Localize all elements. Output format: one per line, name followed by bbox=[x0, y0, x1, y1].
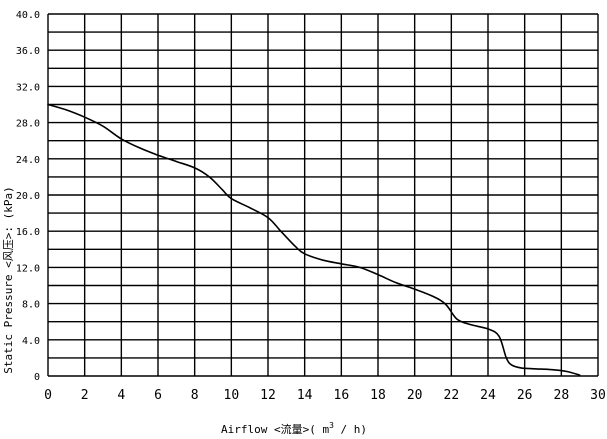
x-tick-label: 24 bbox=[480, 388, 496, 403]
y-tick-label: 40.0 bbox=[16, 10, 40, 21]
y-tick-label: 36.0 bbox=[16, 46, 40, 57]
x-tick-label: 10 bbox=[224, 388, 240, 403]
y-tick-label: 20.0 bbox=[16, 191, 40, 202]
y-tick-label: 32.0 bbox=[16, 82, 40, 93]
x-tick-label: 20 bbox=[407, 388, 423, 403]
x-tick-label: 2 bbox=[81, 388, 89, 403]
y-tick-labels: 0 4.0 8.0 12.0 16.0 20.0 24.0 28.0 32.0 36.0 40.0 bbox=[16, 10, 40, 383]
pressure-curve bbox=[47, 103, 581, 376]
y-tick-label: 8.0 bbox=[22, 300, 40, 311]
x-tick-label: 16 bbox=[334, 388, 350, 403]
y-tick-label: 28.0 bbox=[16, 119, 40, 130]
y-tick-label: 4.0 bbox=[22, 336, 40, 347]
x-tick-label: 8 bbox=[191, 388, 199, 403]
x-tick-label: 12 bbox=[260, 388, 276, 403]
x-axis-title: Airflow <流量>( m3 / h) bbox=[221, 421, 367, 436]
x-tick-label: 0 bbox=[44, 388, 52, 403]
x-tick-labels: 0 2 4 6 8 10 12 14 16 18 20 22 24 26 28 30 bbox=[44, 388, 606, 403]
y-axis-title: Static Pressure <风压>: (kPa) bbox=[2, 186, 15, 374]
x-tick-label: 4 bbox=[117, 388, 125, 403]
x-tick-label: 18 bbox=[370, 388, 386, 403]
y-tick-label: 24.0 bbox=[16, 155, 40, 166]
y-tick-label: 16.0 bbox=[16, 227, 40, 238]
x-tick-label: 26 bbox=[517, 388, 533, 403]
x-tick-label: 22 bbox=[444, 388, 460, 403]
x-tick-label: 14 bbox=[297, 388, 313, 403]
x-tick-label: 6 bbox=[154, 388, 162, 403]
y-tick-label: 0 bbox=[34, 372, 40, 383]
x-tick-label: 30 bbox=[590, 388, 606, 403]
x-tick-label: 28 bbox=[554, 388, 570, 403]
grid bbox=[47, 13, 599, 377]
y-tick-label: 12.0 bbox=[16, 263, 40, 274]
